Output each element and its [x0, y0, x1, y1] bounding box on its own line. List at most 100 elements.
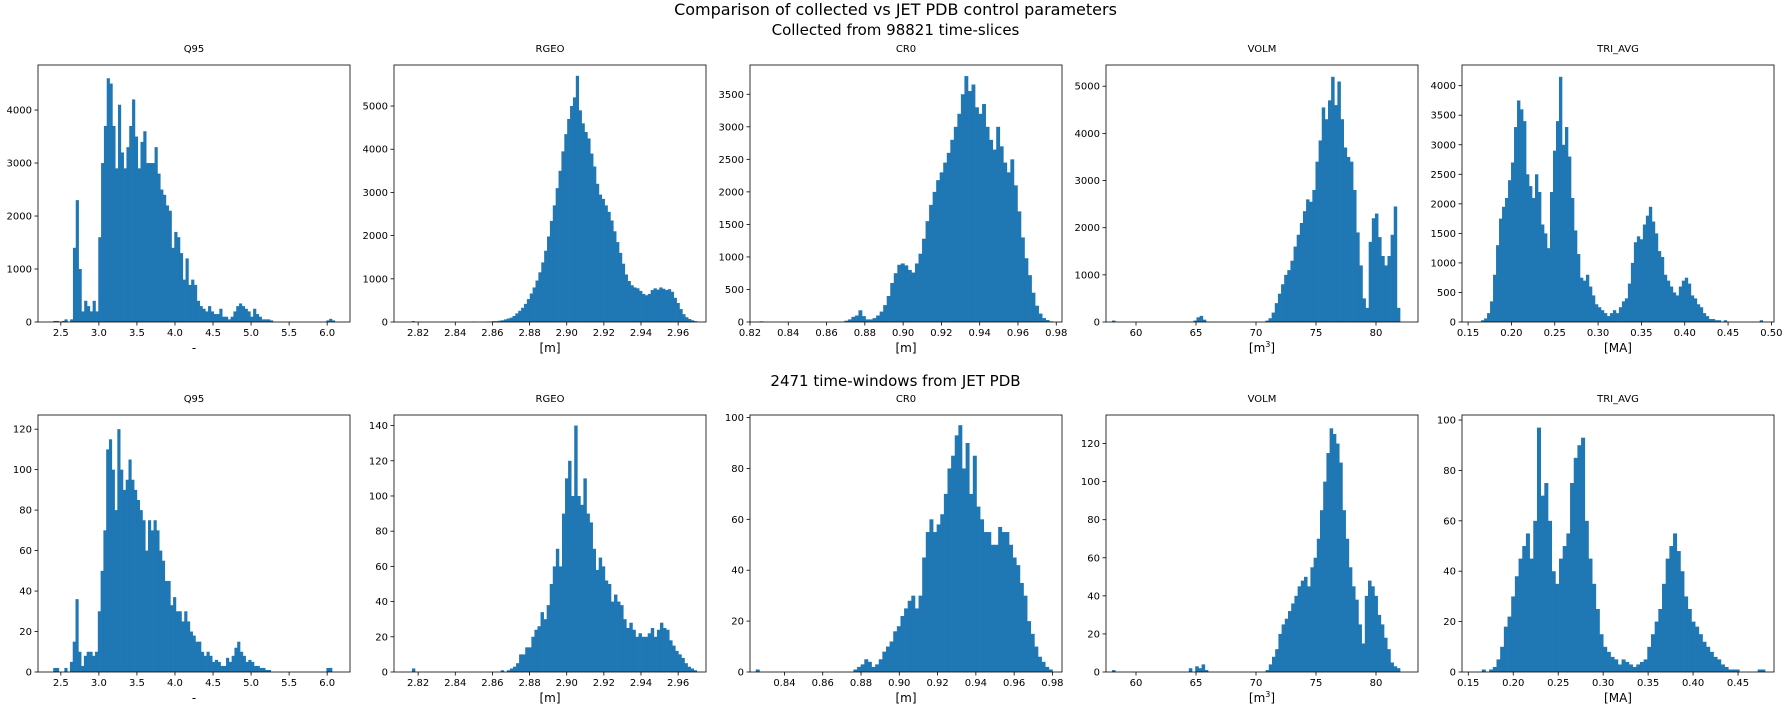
histogram-bar: [653, 288, 657, 322]
histogram-bar: [1031, 292, 1036, 322]
histogram-bar: [587, 138, 591, 322]
histogram-bar: [92, 655, 96, 672]
y-tick-label: 80: [1443, 466, 1456, 477]
histogram-bar: [500, 670, 505, 672]
x-tick-label: 0.20: [1500, 328, 1522, 339]
y-tick-label: 2000: [363, 231, 388, 242]
histogram-bar: [969, 493, 974, 672]
histogram-bar: [1277, 293, 1282, 322]
histogram-bar: [1371, 586, 1375, 672]
histogram-bar: [120, 152, 124, 322]
histogram-bar: [1522, 546, 1527, 672]
axes-frame: [749, 414, 1063, 673]
histogram-bar: [869, 319, 873, 322]
histogram-bar: [1496, 245, 1500, 322]
histogram-bar: [1582, 280, 1587, 322]
histogram-bar: [629, 622, 633, 672]
histogram-bar: [1691, 621, 1696, 672]
histogram-bar: [120, 469, 124, 672]
x-tick-label: 2.82: [407, 678, 429, 689]
y-tick-label: 1000: [1075, 270, 1100, 281]
histogram-bar: [1265, 670, 1270, 672]
histogram-bar: [1337, 81, 1341, 323]
histogram-bar: [867, 661, 872, 672]
histogram-bar: [329, 667, 333, 672]
x-tick-label: 0.50: [1760, 328, 1782, 339]
histogram-bar: [1702, 313, 1707, 322]
histogram-bar: [673, 297, 677, 322]
histogram-bar: [1199, 315, 1204, 322]
histogram-bar: [604, 205, 608, 322]
histogram-bar: [239, 303, 243, 322]
y-tick-label: 4000: [1075, 129, 1100, 140]
histogram-bar: [581, 123, 585, 323]
histogram-bar: [586, 513, 590, 672]
histogram-bar: [1642, 224, 1647, 322]
y-tick-label: 140: [369, 421, 388, 432]
histogram-bar: [577, 495, 581, 672]
x-tick-label: 4.0: [167, 328, 183, 339]
histogram-bar: [656, 629, 661, 672]
histogram-bar: [267, 669, 272, 672]
histogram-bar: [943, 493, 948, 672]
histogram-bar: [103, 530, 107, 672]
histogram-bar: [885, 646, 890, 672]
histogram-bar: [1525, 533, 1530, 672]
histogram-bar: [1393, 666, 1398, 672]
histogram-bar: [583, 478, 587, 672]
histogram-bar: [650, 627, 655, 672]
histogram-bar: [1731, 669, 1736, 672]
x-tick-label: 2.5: [53, 328, 69, 339]
histogram-bar: [975, 107, 979, 322]
histogram-bar: [911, 272, 916, 322]
histogram-bar: [134, 489, 138, 672]
histogram-bar: [255, 314, 260, 322]
histogram-bar: [509, 317, 513, 322]
histogram-bar: [989, 139, 994, 322]
chart-pdb-q95: Q95 2.5 3.0 3.5 4.0 4.5 5.0 5.5 6.0 0 20 40 60 80 100 1…: [13, 394, 351, 705]
histogram-bar: [1705, 316, 1710, 322]
histogram-bar: [663, 627, 667, 672]
histogram-bar: [1356, 232, 1360, 322]
chart-collected-rgeo: RGEO 2.82 2.84 2.86 2.88 2.90 2.92 2.94 2.96 0 100…: [363, 44, 707, 355]
histogram-bar: [633, 287, 637, 322]
histogram-bars: [53, 429, 333, 672]
x-axis-label: [m3]: [1249, 690, 1275, 705]
histogram-bar: [244, 308, 248, 322]
y-tick-label: 0: [382, 668, 388, 679]
y-tick-label: 100: [369, 491, 388, 502]
histogram-bar: [595, 183, 600, 322]
chart-collected-q95: Q95 2.5 3.0 3.5 4.0 4.5 5.0 5.5 6.0 0 1000 2000 3000…: [7, 44, 351, 355]
y-tick-label: 40: [1443, 567, 1456, 578]
histogram-bar: [1628, 664, 1633, 672]
histogram-bar: [635, 636, 639, 672]
histogram-bar: [1621, 659, 1626, 672]
histogram-bar: [549, 220, 554, 322]
histogram-bar: [1615, 313, 1620, 322]
histogram-bar: [547, 236, 551, 322]
histogram-bar: [89, 311, 93, 322]
histogram-bar: [1720, 664, 1725, 672]
histogram-bar: [1387, 255, 1391, 322]
histogram-bar: [1654, 621, 1659, 672]
y-tick-label: 2000: [1075, 223, 1100, 234]
histogram-bar: [932, 191, 937, 322]
histogram-bar: [638, 633, 642, 672]
histogram-bar: [143, 131, 147, 322]
histogram-bar: [192, 635, 196, 672]
x-tick-label: 0.25: [1547, 678, 1569, 689]
histogram-bar: [270, 320, 274, 322]
histogram-bar: [100, 570, 104, 672]
histogram-bar: [607, 583, 612, 672]
histogram-bar: [1759, 320, 1764, 322]
x-tick-label: 5.5: [281, 678, 297, 689]
histogram-bar: [904, 608, 909, 672]
histogram-bar: [56, 320, 60, 322]
histogram-bar: [81, 311, 85, 322]
histogram-bar: [947, 468, 952, 672]
histogram-bar: [1016, 565, 1021, 672]
histogram-bar: [678, 654, 682, 672]
histogram-bar: [1696, 304, 1701, 322]
histogram-bar: [1023, 595, 1028, 672]
histogram-bar: [669, 640, 673, 672]
